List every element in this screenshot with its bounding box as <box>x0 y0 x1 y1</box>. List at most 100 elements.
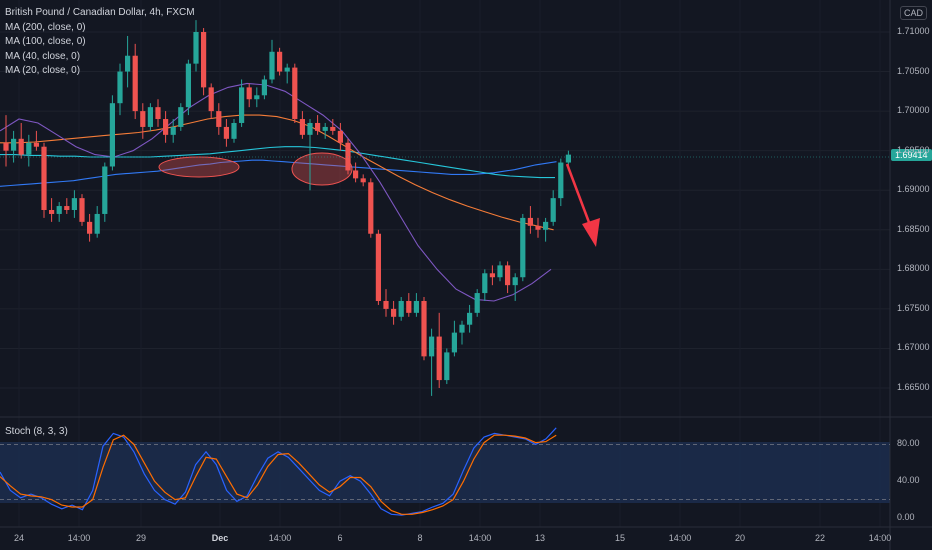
candle-body <box>558 162 564 199</box>
candle-body <box>56 206 62 214</box>
price-tick-label: 1.70000 <box>897 105 930 116</box>
candle-body <box>71 198 77 210</box>
candle-body <box>391 308 397 317</box>
legend-ma40[interactable]: MA (40, close, 0) <box>5 50 81 62</box>
candle-body <box>3 142 9 151</box>
time-tick-label: 20 <box>734 533 746 543</box>
time-tick-label: 14:00 <box>67 533 91 543</box>
candle-body <box>330 126 336 131</box>
candle-body <box>307 122 313 135</box>
candle-body <box>185 63 191 108</box>
candle-body <box>315 122 321 131</box>
support-ellipse-2 <box>291 152 353 186</box>
candle-body <box>368 182 374 234</box>
candle-body <box>269 51 275 80</box>
stoch-legend[interactable]: Stoch (8, 3, 3) <box>5 426 68 437</box>
candle-body <box>49 210 55 214</box>
candle-body <box>26 142 32 155</box>
candle-body <box>527 217 533 226</box>
time-tick-label: 22 <box>814 533 826 543</box>
time-tick-label: Dec <box>211 533 229 543</box>
candle-body <box>429 336 435 357</box>
time-tick-label: 14:00 <box>268 533 292 543</box>
price-tick-label: 1.67000 <box>897 342 930 353</box>
candle-body <box>33 142 39 147</box>
candle-body <box>337 130 343 143</box>
time-tick-label: 15 <box>614 533 626 543</box>
candle-body <box>41 146 47 210</box>
legend-ma20[interactable]: MA (20, close, 0) <box>5 65 81 76</box>
candle-body <box>482 273 488 294</box>
price-tick-label: 1.71000 <box>897 26 930 36</box>
candle-body <box>64 206 70 210</box>
price-tick-label: 1.66500 <box>897 382 930 392</box>
candle-body <box>277 51 283 72</box>
candle-body <box>512 277 518 286</box>
candle-body <box>132 55 138 112</box>
candle-body <box>216 111 222 127</box>
time-tick-label: 24 <box>13 533 25 543</box>
ma-line-2 <box>0 114 554 231</box>
ma-line-0 <box>0 159 557 187</box>
candle-body <box>436 336 442 381</box>
stoch-tick-label: 80.00 <box>897 438 920 449</box>
price-tick-label: 1.68000 <box>897 263 930 274</box>
candle-body <box>94 213 100 234</box>
candle-body <box>398 300 404 317</box>
candle-body <box>489 273 495 278</box>
price-tick-label: 1.70500 <box>897 65 930 76</box>
candle-body <box>467 312 473 325</box>
candle-body <box>79 198 85 222</box>
candle-body <box>117 71 123 104</box>
currency-badge[interactable]: CAD <box>900 6 928 20</box>
time-tick-label: 6 <box>337 533 343 543</box>
candle-body <box>254 95 260 100</box>
candle-body <box>520 217 526 278</box>
candle-body <box>383 300 389 309</box>
candle-body <box>292 67 298 120</box>
candle-body <box>170 126 176 135</box>
time-tick-label: 14:00 <box>868 533 892 543</box>
candle-body <box>193 32 199 64</box>
candle-body <box>421 300 427 357</box>
time-tick-label: 8 <box>417 533 423 543</box>
candle-body <box>444 352 450 381</box>
candle-body <box>109 103 115 167</box>
stoch-band <box>0 442 890 503</box>
candle-body <box>353 170 359 179</box>
candle-body <box>284 67 290 72</box>
candle-body <box>451 332 457 353</box>
candle-body <box>155 107 161 120</box>
stoch-d-line <box>0 434 557 515</box>
down-arrow-icon <box>565 163 600 247</box>
ma-line-1 <box>0 146 555 179</box>
legend-ma200[interactable]: MA (200, close, 0) <box>5 21 86 33</box>
candle-body <box>299 119 305 135</box>
price-tick-label: 1.69000 <box>897 184 930 195</box>
ma-line-3 <box>0 82 552 302</box>
time-tick-label: 14:00 <box>668 533 692 543</box>
legend-ma100[interactable]: MA (100, close, 0) <box>5 36 86 47</box>
candle-body <box>125 55 131 72</box>
candle-body <box>345 142 351 171</box>
candle-body <box>375 233 381 301</box>
chart-legend: British Pound / Canadian Dollar, 4h, FXC… <box>5 6 195 79</box>
candle-body <box>261 79 267 96</box>
candle-body <box>87 221 93 234</box>
candle-body <box>497 265 503 278</box>
time-tick-label: 29 <box>135 533 147 543</box>
candle-body <box>163 119 169 135</box>
candle-body <box>406 300 412 313</box>
stoch-tick-label: 0.00 <box>897 512 915 522</box>
price-tick-label: 1.68500 <box>897 223 930 234</box>
candle-body <box>505 265 511 286</box>
stochastic-pane <box>0 427 890 516</box>
moving-average-lines <box>0 82 557 302</box>
support-ellipse-1 <box>158 156 240 178</box>
candle-body <box>474 293 480 313</box>
price-tick-label: 1.69500 <box>897 144 930 155</box>
candle-body <box>18 138 24 155</box>
candle-body <box>239 87 245 123</box>
symbol-title[interactable]: British Pound / Canadian Dollar, 4h, FXC… <box>5 7 195 18</box>
